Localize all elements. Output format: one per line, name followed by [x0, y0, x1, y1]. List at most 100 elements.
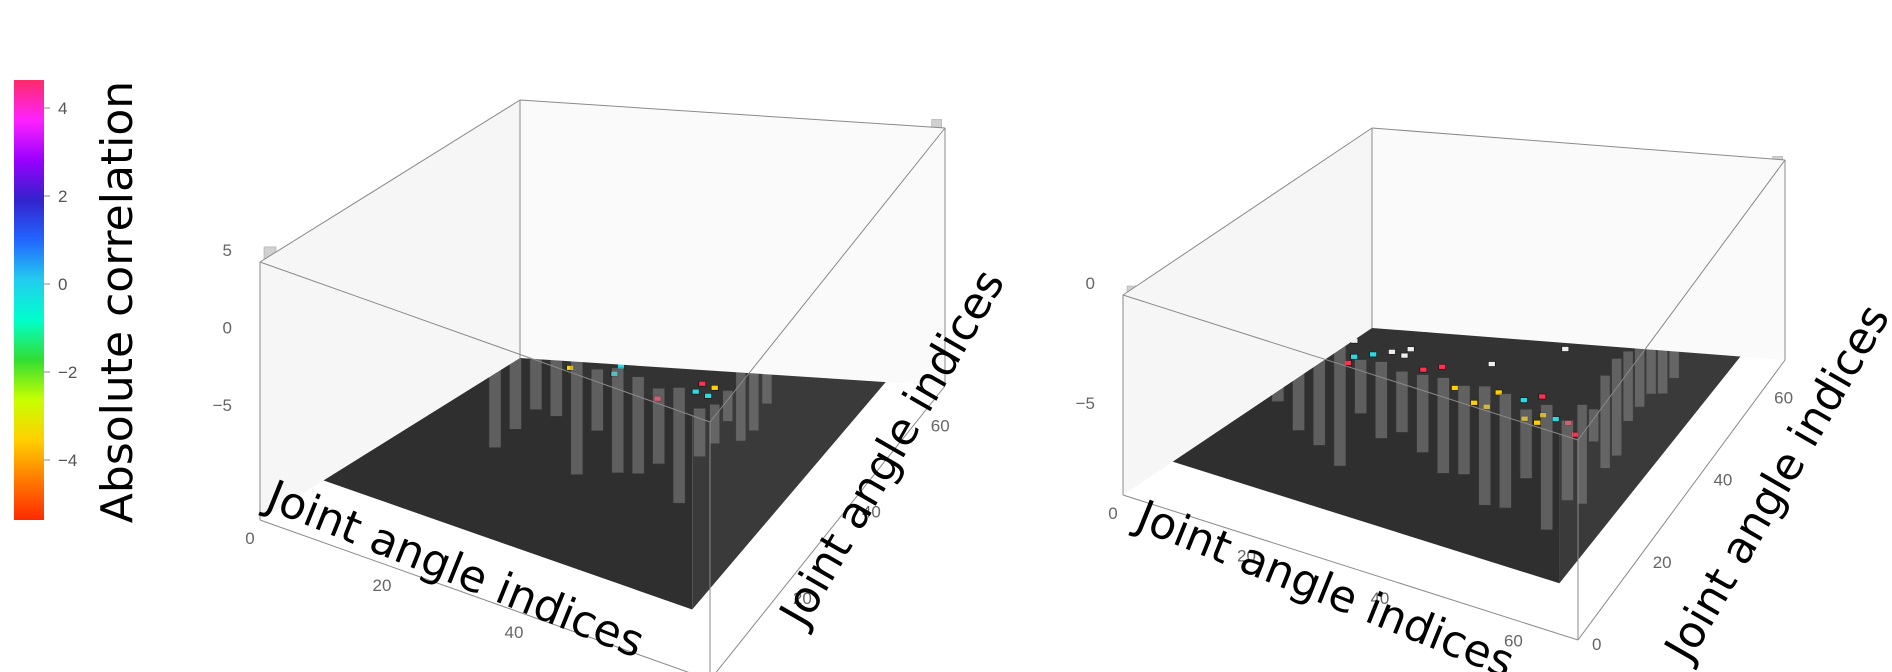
edge-bar	[672, 387, 686, 504]
edge-bar	[1561, 419, 1574, 501]
y-tick-label: 60	[931, 416, 950, 435]
panel-2-box	[1122, 127, 1786, 641]
edge-bar	[1519, 408, 1533, 479]
bar-marker	[691, 388, 700, 395]
bar-marker	[653, 395, 662, 402]
bar-marker	[1438, 363, 1446, 370]
box-edge	[259, 99, 521, 263]
bar-marker	[1564, 420, 1573, 426]
bar-marker	[1451, 385, 1459, 391]
bar-marker	[1571, 431, 1579, 438]
bar-marker	[1520, 415, 1529, 422]
z-tick-label: 5	[223, 241, 232, 260]
bar-marker	[566, 365, 574, 371]
bar-marker	[1344, 360, 1352, 366]
bar-marker	[1520, 397, 1528, 403]
bar-marker	[1533, 419, 1541, 426]
box-edge	[709, 127, 946, 423]
edge-bar	[1622, 350, 1634, 422]
edge-bar	[709, 404, 721, 444]
colorbar-tick-label: 2	[58, 187, 67, 206]
box-edge	[715, 385, 946, 672]
edge-bar	[1333, 337, 1347, 467]
edge-bar	[1599, 375, 1611, 469]
edge-bar	[1478, 385, 1491, 506]
z-tick-label: 0	[223, 318, 232, 337]
edge-bar	[1437, 377, 1450, 474]
panel-1-ticks: 0204060020406050−5	[213, 241, 950, 672]
bar-marker	[1388, 349, 1396, 355]
box-edge	[1577, 359, 1786, 641]
back-wall-left	[1123, 128, 1372, 495]
edge-bar	[1457, 385, 1471, 475]
bar-marker	[1470, 399, 1478, 406]
bar-marker	[1482, 403, 1491, 410]
edge-bar	[1540, 404, 1554, 531]
edge-bar	[570, 348, 584, 475]
colorbar: 4 2 0 −2 −4 Absolute correlation	[14, 80, 143, 523]
panel-2-ticks: 0 20 40 60 0 20 40 60 0 −5	[1076, 274, 1793, 654]
edge-bar	[1499, 393, 1512, 509]
colorbar-tick-label: −4	[58, 451, 77, 470]
bar-marker	[704, 392, 712, 399]
box-edge	[1122, 294, 1579, 441]
x-tick-label: 0	[1108, 504, 1117, 523]
colorbar-tick-label: 0	[58, 275, 67, 294]
bar-marker	[1419, 366, 1428, 373]
box-edge	[1371, 127, 1786, 161]
box-edge	[259, 261, 711, 423]
box-edge	[519, 99, 946, 129]
back-wall-right	[520, 100, 945, 386]
x-tick-label: 20	[1237, 547, 1256, 566]
edge-bar	[1374, 361, 1388, 439]
edge-bar	[631, 376, 645, 475]
x-tick-label: 20	[373, 576, 392, 595]
edge-bar	[1395, 371, 1409, 433]
bar-marker	[1400, 352, 1409, 359]
z-tick-label: 0	[1086, 274, 1095, 293]
colorbar-tick-label: 4	[58, 99, 67, 118]
box-edge	[1122, 494, 1579, 641]
bar-marker	[1406, 346, 1415, 352]
bar-marker	[1539, 412, 1547, 418]
panel-1: 0204060020406050−5 Joint angle indices J…	[213, 99, 1015, 672]
x-tick-label: 40	[505, 623, 524, 642]
back-wall-left	[260, 100, 520, 520]
colorbar-gradient	[14, 80, 44, 520]
box-edge	[1122, 127, 1373, 296]
bar-marker	[610, 370, 619, 377]
bar-marker	[1551, 416, 1560, 422]
edge-bar	[611, 367, 625, 474]
edge-bar	[1416, 374, 1429, 453]
bar-marker	[710, 384, 719, 391]
box-edge	[259, 519, 689, 672]
edge-bar	[1354, 359, 1367, 414]
edge-bar	[652, 387, 665, 465]
colorbar-tick-label: −2	[58, 363, 77, 382]
panel-1-box	[259, 99, 946, 672]
x-tick-label: 40	[1370, 589, 1389, 608]
x-tick-label: 60	[1504, 632, 1523, 651]
y-tick-label: 20	[1653, 553, 1672, 572]
z-tick-label: −5	[213, 396, 232, 415]
bar-marker	[1350, 353, 1359, 360]
bar-marker	[1538, 393, 1547, 400]
bar-marker	[1369, 351, 1377, 358]
y-tick-label: 60	[1774, 389, 1793, 408]
edge-bar	[1611, 358, 1622, 457]
z-tick-label: −5	[1076, 394, 1095, 413]
edge-bar	[1576, 404, 1588, 505]
edge-bar	[550, 354, 563, 417]
y-tick-label: 40	[1713, 471, 1732, 490]
bar-marker	[1494, 389, 1503, 396]
box-edge	[1577, 159, 1786, 441]
colorbar-ticks: 4 2 0 −2 −4	[44, 99, 77, 470]
bar-marker	[698, 380, 707, 387]
edge-bar	[693, 407, 706, 457]
y-tick-label: 0	[1592, 635, 1601, 654]
x-tick-label: 60	[637, 670, 656, 672]
back-wall-right	[1372, 128, 1785, 360]
colorbar-title: Absolute correlation	[92, 81, 143, 523]
